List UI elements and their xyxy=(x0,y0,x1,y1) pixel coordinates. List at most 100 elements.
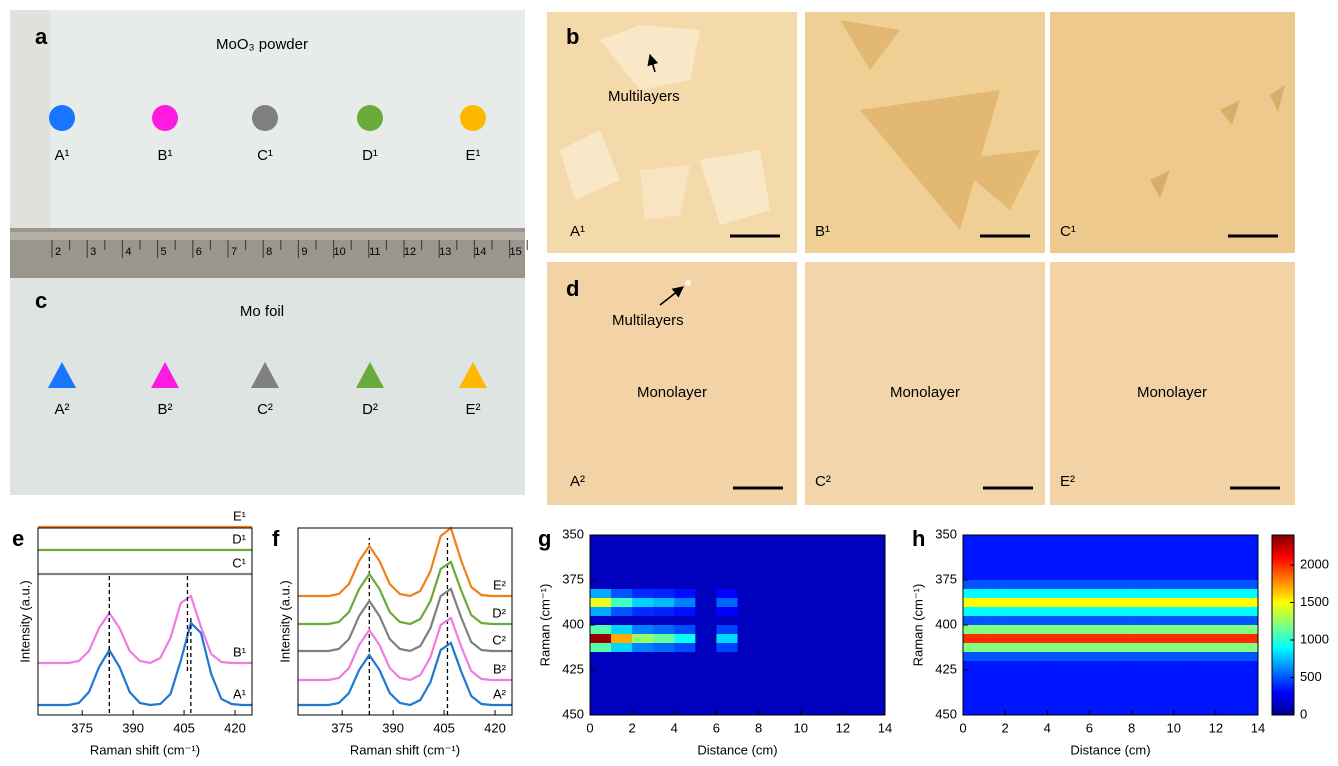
panel-label: f xyxy=(272,526,280,551)
heat-cell xyxy=(590,562,611,571)
sample-dot xyxy=(252,105,278,131)
heat-cell xyxy=(1089,688,1110,697)
heat-cell xyxy=(822,616,843,625)
heat-cell xyxy=(716,634,737,643)
image-text: Monolayer xyxy=(890,384,960,401)
heat-cell xyxy=(1132,643,1153,652)
heat-cell xyxy=(963,706,984,715)
heat-cell xyxy=(590,625,611,634)
sample-label: D¹ xyxy=(362,147,378,164)
heat-cell xyxy=(1111,643,1132,652)
heat-cell xyxy=(1047,598,1068,607)
heat-cell xyxy=(822,697,843,706)
heat-cell xyxy=(1174,562,1195,571)
heat-cell xyxy=(653,679,674,688)
heat-cell xyxy=(1026,625,1047,634)
x-tick-label: 8 xyxy=(755,720,762,735)
heat-cell xyxy=(1026,670,1047,679)
heat-cell xyxy=(1111,535,1132,544)
heat-cell xyxy=(611,535,632,544)
heat-cell xyxy=(864,688,885,697)
heat-cell xyxy=(1026,598,1047,607)
heat-cell xyxy=(674,643,695,652)
heat-cell xyxy=(716,607,737,616)
series-label: E² xyxy=(493,577,507,592)
heat-cell xyxy=(963,535,984,544)
heat-cell xyxy=(759,544,780,553)
heat-cell xyxy=(1047,571,1068,580)
heat-cell xyxy=(611,589,632,598)
heat-cell xyxy=(1132,580,1153,589)
heat-cell xyxy=(653,625,674,634)
sample-label: C¹ xyxy=(257,147,273,164)
heat-cell xyxy=(780,625,801,634)
heat-cell xyxy=(984,670,1005,679)
heat-cell xyxy=(1216,562,1237,571)
heat-cell xyxy=(632,688,653,697)
heat-cell xyxy=(822,661,843,670)
heat-cell xyxy=(801,697,822,706)
heat-cell xyxy=(695,643,716,652)
heat-cell xyxy=(1237,706,1258,715)
heat-cell xyxy=(695,571,716,580)
sample-label: B² xyxy=(158,401,173,418)
heat-cell xyxy=(1195,688,1216,697)
heat-cell xyxy=(1089,616,1110,625)
heat-cell xyxy=(1005,553,1026,562)
heat-cell xyxy=(611,697,632,706)
heat-cell xyxy=(653,571,674,580)
heat-cell xyxy=(653,589,674,598)
heat-cell xyxy=(1195,607,1216,616)
heat-cell xyxy=(1111,598,1132,607)
heat-cell xyxy=(674,544,695,553)
heat-cell xyxy=(611,544,632,553)
ruler-number: 14 xyxy=(474,246,486,258)
heat-cell xyxy=(759,553,780,562)
heat-cell xyxy=(1216,589,1237,598)
heat-cell xyxy=(759,616,780,625)
heat-cell xyxy=(843,697,864,706)
heat-cell xyxy=(1174,625,1195,634)
heat-cell xyxy=(1216,616,1237,625)
series-label: C² xyxy=(492,632,506,647)
heat-cell xyxy=(590,553,611,562)
y-tick-label: 375 xyxy=(562,571,584,586)
x-tick-label: 420 xyxy=(484,720,506,735)
heat-cell xyxy=(1237,652,1258,661)
image-label: A² xyxy=(570,473,585,490)
heat-cell xyxy=(822,625,843,634)
heat-cell xyxy=(1047,544,1068,553)
heat-cell xyxy=(864,580,885,589)
x-tick-label: 14 xyxy=(878,720,892,735)
heat-cell xyxy=(1216,535,1237,544)
heat-cell xyxy=(1132,697,1153,706)
annotation: Multilayers xyxy=(612,312,684,329)
heat-cell xyxy=(1111,562,1132,571)
series-label: E¹ xyxy=(233,508,247,523)
heat-cell xyxy=(738,562,759,571)
heat-cell xyxy=(590,679,611,688)
axes-frame xyxy=(38,528,252,715)
heat-cell xyxy=(611,634,632,643)
x-tick-label: 0 xyxy=(959,720,966,735)
y-axis-label: Raman (cm⁻¹) xyxy=(910,584,925,667)
heat-cell xyxy=(716,535,737,544)
heat-cell xyxy=(780,643,801,652)
heat-cell xyxy=(716,679,737,688)
heat-cell xyxy=(1132,706,1153,715)
heat-cell xyxy=(1068,634,1089,643)
heat-cell xyxy=(843,652,864,661)
heat-cell xyxy=(674,598,695,607)
heat-cell xyxy=(1111,616,1132,625)
x-tick-label: 6 xyxy=(1086,720,1093,735)
heat-cell xyxy=(611,607,632,616)
heat-cell xyxy=(963,643,984,652)
heat-cell xyxy=(695,562,716,571)
heat-cell xyxy=(1047,670,1068,679)
heat-cell xyxy=(1047,634,1068,643)
heat-cell xyxy=(1132,553,1153,562)
colorbar-label: 2000 xyxy=(1300,556,1329,571)
heat-cell xyxy=(843,688,864,697)
heat-cell xyxy=(984,697,1005,706)
panel-title: Mo foil xyxy=(240,303,284,320)
